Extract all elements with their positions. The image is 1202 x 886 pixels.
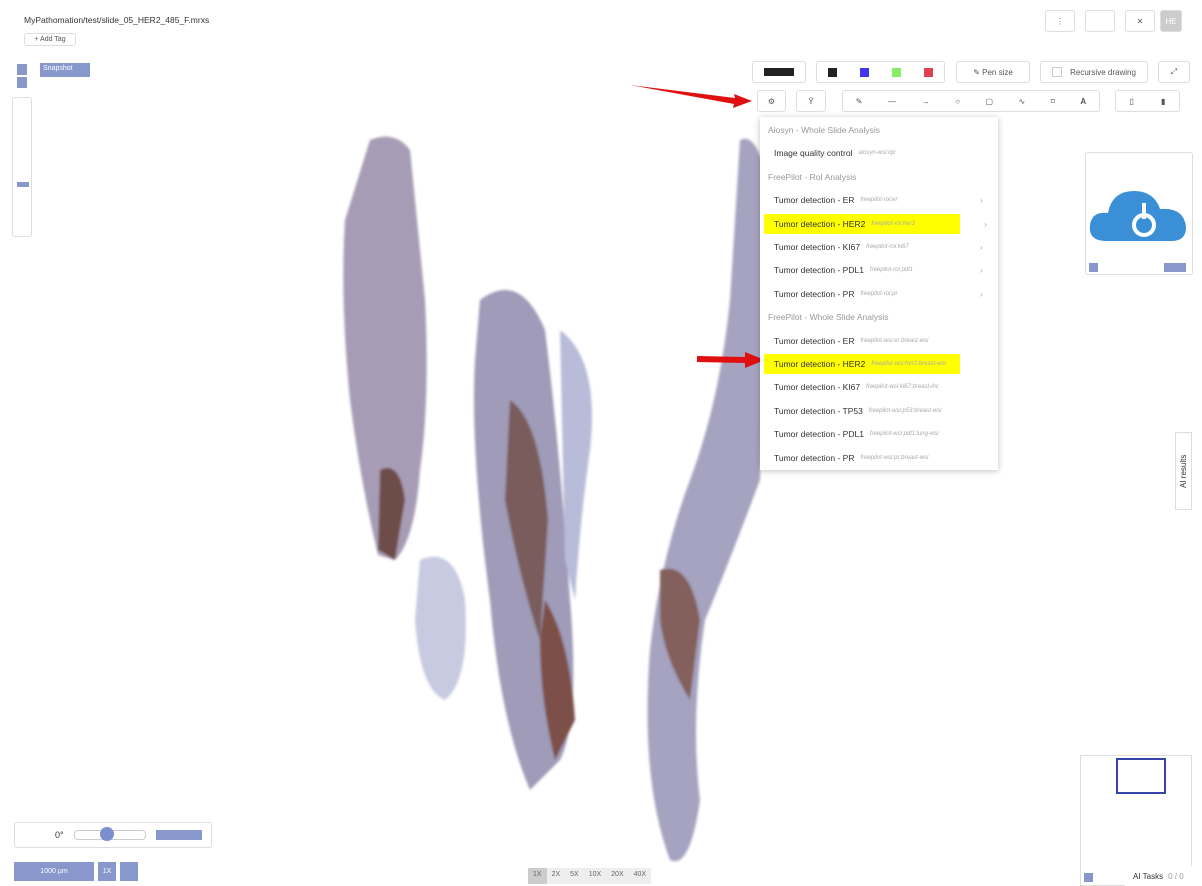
menu-item-code: freepilot-roi:her2 (871, 220, 916, 227)
ai-results-tab[interactable]: AI results (1175, 432, 1192, 510)
color-picker[interactable] (816, 61, 945, 83)
menu-item-code: freepilot-roi:pr (860, 290, 898, 297)
zoom-slider[interactable] (12, 97, 32, 237)
menu-item-label: Tumor detection - KI67 (774, 242, 861, 252)
ai-menu: Aiosyn - Whole Slide Analysis Image quali… (760, 117, 998, 470)
menu-item-code: freepilot-wsi:p53:breast-wsi (868, 407, 942, 414)
tissue (415, 556, 466, 700)
pen-color[interactable] (752, 61, 806, 83)
menu-item-label: Tumor detection - KI67 (774, 382, 861, 393)
menu-item-code: freepilot-wsi:her2:breast-wsi (871, 361, 947, 367)
menu-group-title: Aiosyn - Whole Slide Analysis (768, 125, 880, 135)
filter-button[interactable]: Ÿ (796, 90, 826, 112)
menu-item-label: Tumor detection - PDL1 (774, 265, 864, 276)
snapshot-button[interactable]: Snapshot (40, 63, 90, 77)
menu-group-title: FreePilot - Whole Slide Analysis (768, 312, 889, 323)
menu-item-label: Tumor detection - TP53 (774, 405, 863, 416)
tissue (660, 568, 700, 700)
submenu-chevron: › (980, 265, 983, 276)
info-button[interactable]: ⋮ (1045, 10, 1075, 32)
rotation-label: 0° (55, 830, 64, 840)
menu-item[interactable]: Tumor detection - HER2 freepilot-wsi:her2… (764, 354, 960, 374)
menu-item-code: freepilot-roi:er (860, 197, 898, 204)
menu-item-code: freepilot-roi:pdl1 (869, 267, 913, 274)
zoom-out[interactable] (17, 77, 27, 88)
menu-item[interactable]: Tumor detection - ER freepilot-wsi:er:bre… (760, 331, 998, 351)
rotation-control[interactable]: 0° (14, 822, 212, 848)
zoom-levels: 1X 2X 5X 10X 20X 40X (528, 868, 652, 884)
copy-button[interactable] (1085, 10, 1115, 32)
menu-item[interactable]: Tumor detection - ER freepilot-roi:er › (760, 190, 998, 210)
submenu-chevron: › (980, 195, 983, 206)
menu-group-title: FreePilot - RoI Analysis (768, 171, 857, 182)
menu-item-code: freepilot-wsi:pr:breast-wsi (860, 454, 929, 461)
tissue (378, 468, 405, 560)
menu-item[interactable]: Tumor detection - HER2 freepilot-roi:her2… (764, 213, 987, 234)
zoom-level[interactable]: 10X (588, 871, 602, 878)
menu-item[interactable]: Tumor detection - KI67 freepilot-roi:ki67… (760, 237, 998, 257)
ai-tasks-label: AI Tasks (1133, 871, 1164, 881)
slider-handle (17, 182, 29, 187)
menu-item[interactable]: Tumor detection - PR freepilot-wsi:pr:bre… (760, 448, 998, 468)
ai-menu-button[interactable]: ⚙ (757, 90, 786, 112)
zoom-level[interactable]: 5X (570, 871, 579, 878)
recursive-label: Recursive drawing (1070, 67, 1136, 77)
menu-item[interactable]: Tumor detection - PDL1 freepilot-wsi:pdl1… (760, 424, 998, 444)
zoom-in[interactable] (17, 64, 27, 75)
submenu-chevron: › (980, 242, 983, 252)
tissue (540, 600, 575, 760)
menu-item-label: Tumor detection - PR (774, 288, 855, 299)
menu-item[interactable]: Tumor detection - TP53 freepilot-wsi:p53:… (760, 401, 998, 421)
tissue (560, 330, 592, 600)
recursive-drawing[interactable]: Recursive drawing (1040, 61, 1148, 83)
current-zoom: 1X (98, 862, 116, 881)
cloud-logo (1089, 191, 1186, 241)
red-arrow (630, 85, 752, 108)
menu-item-label: Tumor detection - HER2 (774, 359, 866, 369)
menu-item-label: Tumor detection - PDL1 (774, 429, 864, 440)
scale-bar: 1000 µm (14, 862, 94, 881)
zoom-level[interactable]: 20X (611, 871, 624, 878)
minimap-viewport (1116, 758, 1166, 794)
delete-tools[interactable]: ▯ ▮ (1115, 90, 1180, 112)
logo-panel (1085, 152, 1193, 275)
red-arrow (697, 352, 765, 368)
close-button[interactable]: ✕ (1125, 10, 1155, 32)
scale-toggle[interactable] (120, 862, 138, 881)
menu-item-label: Tumor detection - ER (774, 195, 855, 206)
menu-item[interactable]: Tumor detection - PR freepilot-roi:pr › (760, 284, 998, 304)
menu-item[interactable]: Image quality control aiosyn-wsi:iqc (760, 143, 998, 163)
tissue (343, 136, 427, 560)
submenu-chevron: › (980, 288, 983, 299)
text-tool[interactable]: A (1080, 96, 1087, 106)
menu-item-label: Tumor detection - ER (774, 335, 855, 346)
ai-tasks[interactable]: AI Tasks 0 / 0 (1125, 866, 1202, 886)
submenu-chevron: › (984, 218, 987, 229)
menu-item-code: freepilot-roi:ki67 (866, 244, 909, 250)
pen-size[interactable]: ✎ Pen size (956, 61, 1030, 83)
zoom-level[interactable]: 1X (528, 868, 547, 884)
menu-item[interactable]: Tumor detection - PDL1 freepilot-roi:pdl1… (760, 260, 998, 280)
fullscreen[interactable]: ⤢ (1158, 61, 1190, 83)
menu-item-code: freepilot-wsi:ki67:breast-ihc (866, 384, 939, 391)
menu-item-code: aiosyn-wsi:iqc (858, 150, 896, 157)
menu-item-code: freepilot-wsi:er:breast-wsi (860, 337, 929, 344)
zoom-level[interactable]: 40X (633, 871, 647, 878)
menu-item[interactable]: Tumor detection - KI67 freepilot-wsi:ki67… (760, 377, 998, 397)
zoom-level[interactable]: 2X (551, 871, 561, 878)
menu-item-code: freepilot-wsi:pdl1:lung-wsi (869, 431, 939, 438)
menu-item-label: Tumor detection - PR (774, 452, 855, 463)
tissue (647, 138, 770, 862)
menu-item-label: Image quality control (774, 148, 853, 159)
add-tag[interactable]: + Add Tag (24, 33, 76, 46)
pen-size-label: Pen size (982, 67, 1013, 77)
ai-tasks-count: 0 / 0 (1168, 871, 1184, 881)
draw-tools[interactable]: ✎ — → ○ ▢ ∿ ⌑ A (842, 90, 1100, 112)
slide-path: MyPathomation/test/slide_05_HER2_485_F.m… (24, 15, 210, 25)
menu-item-label: Tumor detection - HER2 (774, 218, 866, 229)
view-button[interactable]: HE (1160, 10, 1182, 32)
tissue (505, 400, 548, 640)
